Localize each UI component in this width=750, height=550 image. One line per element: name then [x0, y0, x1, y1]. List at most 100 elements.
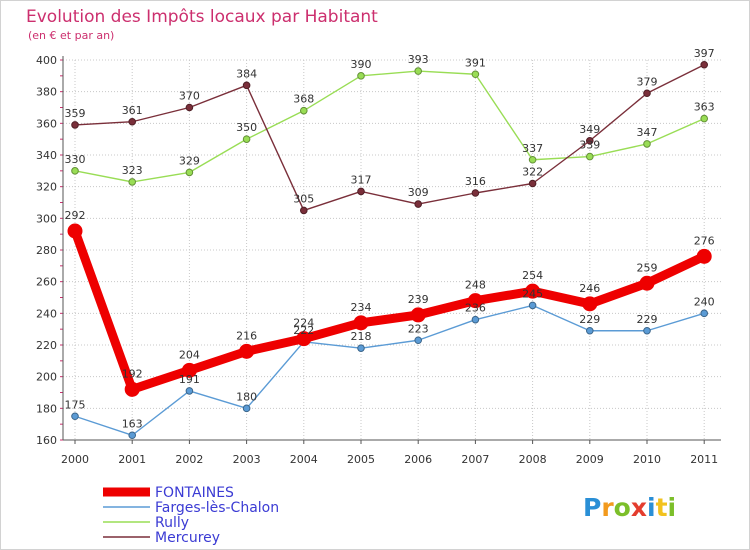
- y-tick-label: 160: [36, 434, 57, 447]
- data-point: [124, 381, 140, 397]
- data-point: [71, 121, 79, 129]
- data-label: 204: [179, 348, 200, 361]
- x-tick-label: 2009: [576, 453, 604, 466]
- data-point: [414, 67, 423, 75]
- legend-label: Farges-lès-Chalon: [155, 500, 279, 516]
- data-label: 229: [579, 313, 600, 326]
- data-point: [242, 135, 251, 143]
- data-label: 330: [65, 153, 86, 166]
- data-label: 359: [65, 107, 86, 120]
- y-tick-label: 220: [36, 339, 57, 352]
- data-point: [528, 179, 537, 188]
- x-tick-label: 2004: [290, 453, 318, 466]
- data-point: [242, 404, 251, 413]
- data-label: 309: [408, 186, 429, 199]
- data-point: [525, 283, 541, 299]
- data-label: 240: [694, 295, 715, 308]
- data-point: [67, 223, 83, 239]
- data-point: [242, 81, 251, 90]
- data-label: 234: [351, 301, 372, 314]
- data-label: 191: [179, 373, 200, 386]
- logo-letter: o: [614, 493, 631, 522]
- data-label: 391: [465, 56, 486, 69]
- data-label: 370: [179, 90, 200, 103]
- chart-title: Evolution des Impôts locaux par Habitant: [26, 7, 378, 27]
- series-farges-l-s-chalon: [71, 301, 709, 440]
- data-point: [71, 412, 79, 421]
- series-rully: [71, 67, 709, 186]
- data-point: [528, 301, 537, 310]
- data-label: 349: [579, 123, 600, 136]
- data-point: [357, 187, 365, 196]
- logo-letter: P: [583, 493, 601, 522]
- data-point: [700, 114, 709, 123]
- legend-label: Mercurey: [155, 530, 220, 546]
- x-tick-label: 2006: [404, 453, 432, 466]
- y-tick-label: 300: [36, 212, 57, 225]
- logo-letter: r: [601, 493, 614, 522]
- legend-label: Rully: [155, 515, 189, 531]
- data-label: 223: [408, 322, 429, 335]
- data-point: [639, 275, 655, 291]
- data-label: 361: [122, 104, 143, 117]
- data-label: 248: [465, 279, 486, 292]
- data-point: [71, 167, 79, 175]
- data-point: [582, 296, 598, 312]
- data-point: [586, 326, 594, 335]
- y-tick-label: 400: [36, 54, 57, 67]
- data-label: 245: [522, 287, 543, 300]
- data-label: 239: [408, 293, 429, 306]
- data-label: 393: [408, 53, 429, 66]
- data-label: 229: [637, 313, 658, 326]
- data-point: [353, 315, 369, 331]
- logo-letter: x: [631, 493, 647, 522]
- data-point: [185, 387, 194, 395]
- data-label: 224: [293, 317, 314, 330]
- series-layer: [67, 60, 712, 440]
- data-label: 163: [122, 417, 143, 430]
- data-label: 259: [637, 261, 658, 274]
- x-tick-label: 2002: [175, 453, 203, 466]
- data-label: 329: [179, 154, 200, 167]
- data-point: [471, 70, 480, 79]
- data-point: [696, 248, 712, 264]
- logo-letter: i: [647, 493, 656, 522]
- data-label: 216: [236, 329, 257, 342]
- data-label: 175: [65, 398, 86, 411]
- data-label: 322: [522, 166, 543, 179]
- data-label: 384: [236, 67, 257, 80]
- data-point: [528, 155, 537, 164]
- data-point: [700, 60, 709, 69]
- data-point: [300, 106, 308, 115]
- y-tick-label: 360: [36, 117, 57, 130]
- data-label: 222: [293, 324, 314, 337]
- data-point: [357, 344, 365, 352]
- data-label: 350: [236, 121, 257, 134]
- data-label: 305: [293, 192, 314, 205]
- data-point: [410, 307, 426, 323]
- data-label: 379: [637, 75, 658, 88]
- data-point: [471, 189, 480, 197]
- data-label: 246: [579, 282, 600, 295]
- y-tick-label: 380: [36, 86, 57, 99]
- data-label: 180: [236, 390, 257, 403]
- series-fontaines: [67, 223, 712, 397]
- data-label: 363: [694, 101, 715, 114]
- data-label: 317: [351, 173, 372, 186]
- data-point: [467, 293, 483, 309]
- x-tick-label: 2000: [61, 453, 89, 466]
- data-label: 276: [694, 234, 715, 247]
- y-tick-label: 280: [36, 244, 57, 257]
- data-point: [128, 178, 136, 186]
- series-line: [74, 64, 705, 212]
- data-label: 323: [122, 164, 143, 177]
- data-label: 192: [122, 367, 143, 380]
- data-label: 347: [637, 126, 658, 139]
- data-point: [128, 431, 136, 440]
- y-tick-label: 260: [36, 276, 57, 289]
- data-point: [296, 331, 312, 347]
- y-tick-label: 320: [36, 181, 57, 194]
- data-point: [471, 315, 480, 324]
